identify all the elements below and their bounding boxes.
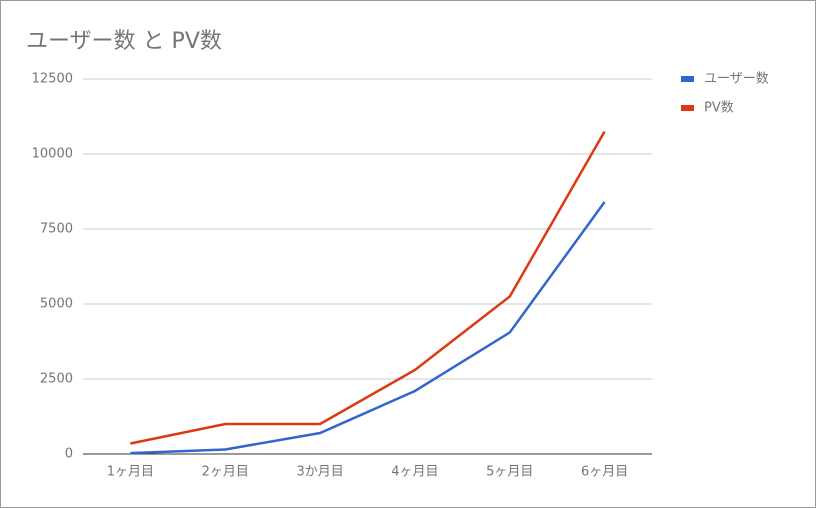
x-tick-label: 6ヶ月目 [581, 465, 628, 480]
legend-swatch [681, 105, 694, 111]
line [130, 201, 606, 455]
legend-label: PV数 [704, 101, 734, 116]
chart-title: ユーザー数 と PV数 [26, 29, 222, 54]
legend-label: ユーザー数 [704, 72, 769, 87]
x-tick-label: 5ヶ月目 [486, 465, 533, 480]
legend-swatch [681, 76, 694, 82]
y-tick-label: 2500 [40, 372, 73, 387]
x-tick-label: 4ヶ月目 [391, 465, 438, 480]
y-tick-label: 5000 [40, 297, 73, 312]
y-tick-label: 10000 [32, 147, 73, 162]
x-tick-label: 3か月目 [296, 465, 343, 480]
x-tick-label: 2ヶ月目 [202, 465, 249, 480]
line [130, 130, 606, 445]
y-tick-label: 0 [65, 447, 73, 462]
x-tick-label: 1ヶ月目 [107, 465, 154, 480]
y-tick-label: 7500 [40, 222, 73, 237]
y-tick-label: 12500 [32, 72, 73, 87]
